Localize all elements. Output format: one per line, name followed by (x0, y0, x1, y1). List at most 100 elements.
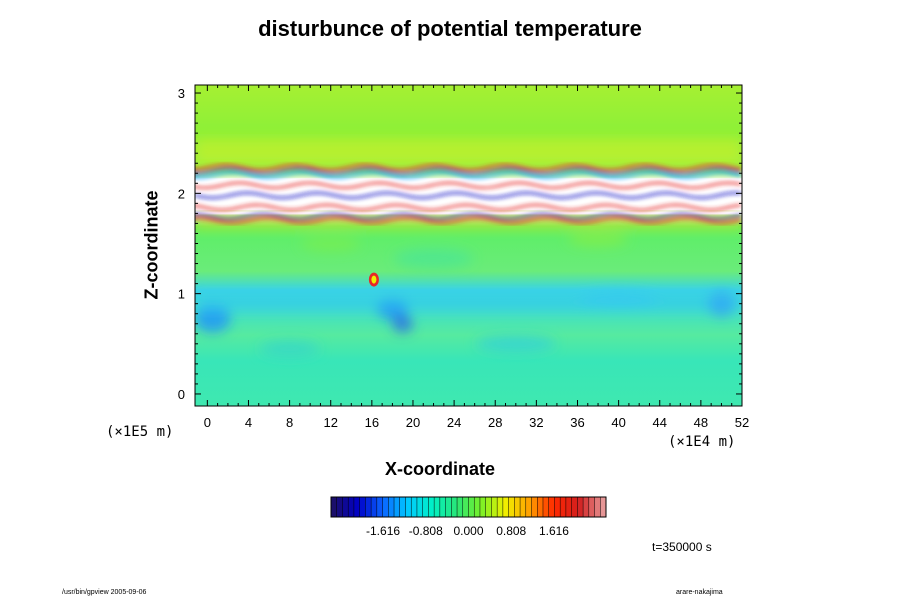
warm-band (195, 138, 742, 164)
x-tick-label: 32 (529, 415, 543, 430)
colorbar-cell (600, 497, 607, 517)
colorbar-cell (474, 497, 481, 517)
white-layer (195, 190, 742, 195)
colorbar-tick-label: 1.616 (539, 524, 569, 538)
chart-title: disturbunce of potential temperature (258, 16, 642, 41)
field-base (195, 85, 742, 406)
colorbar-cell (508, 497, 515, 517)
colorbar-cell (462, 497, 469, 517)
colorbar-cell (594, 497, 601, 517)
colorbar-cell (411, 497, 418, 517)
colorbar-cell (560, 497, 567, 517)
colorbar-cell (548, 497, 555, 517)
shear-line (195, 203, 742, 211)
x-tick-label: 4 (245, 415, 252, 430)
colorbar-cell (388, 497, 395, 517)
colorbar-cell (565, 497, 573, 517)
x-tick-label: 16 (365, 415, 379, 430)
field-patch (259, 340, 320, 357)
colorbar-cell (336, 497, 343, 517)
footer-command: /usr/bin/gpview 2005-09-06 (62, 589, 147, 596)
colorbar-cell (359, 497, 366, 517)
colorbar-cell (394, 497, 401, 517)
colorbar-cell (422, 497, 429, 517)
shear-line (195, 212, 742, 220)
colorbar-cell (371, 497, 378, 517)
white-layer (195, 178, 742, 184)
x-tick-label: 28 (488, 415, 502, 430)
colorbar-cell (554, 497, 561, 517)
field-patch (393, 248, 474, 269)
x-tick-label: 36 (570, 415, 584, 430)
colorbar-cell (537, 497, 544, 517)
x-tick-label: 52 (735, 415, 749, 430)
colorbar-cell (382, 497, 389, 517)
colorbar-cell (342, 497, 349, 517)
y-axis-label: Z-coordinate (141, 190, 162, 300)
colorbar-cell (502, 497, 510, 517)
shear-line (195, 171, 742, 179)
x-axis-label: X-coordinate (384, 459, 495, 479)
warm-lower-band (195, 215, 742, 226)
colorbar-cell (353, 497, 361, 517)
colorbar-cell (468, 497, 475, 517)
colorbar-cell (331, 497, 338, 517)
x-tick-label: 44 (653, 415, 667, 430)
colorbar-cell (542, 497, 550, 517)
y-axis-unit: (×1E5 m) (106, 424, 174, 440)
shear-line (195, 216, 742, 224)
colorbar-cell (439, 497, 447, 517)
field-patch (475, 335, 556, 352)
shear-line (195, 163, 742, 171)
cold-band (195, 293, 742, 312)
colorbar-cell (485, 497, 492, 517)
colorbar-cell (497, 497, 504, 517)
colorbar-cell (520, 497, 527, 517)
thermal-core (371, 275, 377, 284)
x-tick-label: 8 (286, 415, 293, 430)
colorbar-cell (491, 497, 498, 517)
shear-line (195, 181, 742, 189)
colorbar-cell (405, 497, 412, 517)
colorbar-cell (531, 497, 538, 517)
field-patch (300, 235, 361, 252)
x-tick-label: 0 (204, 415, 211, 430)
plot-frame (194, 84, 743, 407)
y-tick-label: 3 (178, 86, 185, 101)
footer-author: arare-nakajima (676, 589, 723, 596)
x-tick-label: 20 (406, 415, 420, 430)
colorbar-cell (434, 497, 441, 517)
colorbar-frame (330, 496, 607, 518)
colorbar-cell (445, 497, 452, 517)
colorbar-tick-label: -1.616 (366, 524, 400, 538)
shear-line (195, 167, 742, 175)
colorbar-cell (588, 497, 596, 517)
field-patch (392, 314, 413, 333)
x-axis-unit: (×1E4 m) (668, 434, 736, 450)
shear-line (195, 191, 742, 199)
colorbar-cell (428, 497, 435, 517)
colorbar-cell (399, 497, 406, 517)
colorbar: -1.616 -0.808 0.000 0.808 1.616 (330, 496, 607, 538)
colorbar-cell (583, 497, 590, 517)
colorbar-cell (451, 497, 458, 517)
colorbar-cell (525, 497, 533, 517)
white-layer (195, 211, 742, 215)
y-tick-label: 0 (178, 387, 185, 402)
field-patch (568, 230, 629, 247)
x-tick-label: 24 (447, 415, 461, 430)
colorbar-cell (577, 497, 584, 517)
colorbar-cell (479, 497, 487, 517)
colorbar-cell (376, 497, 384, 517)
y-tick-label: 1 (178, 287, 185, 302)
colorbar-tick-label: -0.808 (409, 524, 443, 538)
colorbar-cell (571, 497, 578, 517)
x-tick-label: 40 (611, 415, 625, 430)
field-patch (195, 304, 231, 333)
colorbar-cell (416, 497, 424, 517)
x-tick-label: 12 (323, 415, 337, 430)
colorbar-cell (365, 497, 372, 517)
colorbar-cell (514, 497, 521, 517)
